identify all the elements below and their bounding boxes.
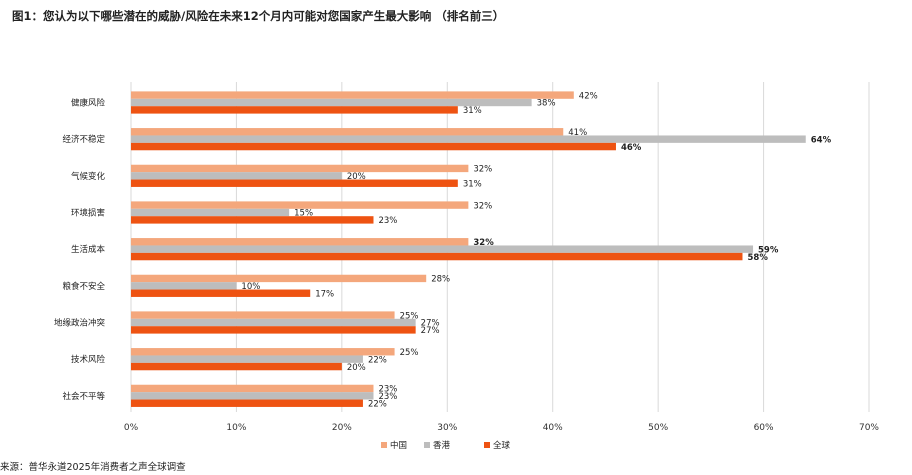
- data-label: 27%: [421, 319, 440, 329]
- data-label: 20%: [347, 172, 366, 182]
- bar-香港: [131, 208, 290, 217]
- x-tick-label: 70%: [859, 423, 879, 433]
- bar-香港: [131, 245, 754, 253]
- bar-香港: [131, 318, 416, 327]
- bar-中国: [131, 128, 564, 136]
- legend-label: 全球: [493, 440, 511, 451]
- data-label: 31%: [463, 106, 482, 116]
- bar-全球: [131, 179, 458, 187]
- data-label: 32%: [473, 165, 492, 175]
- data-label: 23%: [378, 216, 397, 226]
- category-label: 地缘政治冲突: [54, 318, 106, 329]
- bar-中国: [131, 201, 469, 209]
- x-tick-label: 20%: [332, 423, 352, 433]
- bar-香港: [131, 172, 342, 180]
- data-label: 31%: [463, 179, 482, 189]
- data-label: 22%: [368, 355, 387, 365]
- bar-香港: [131, 135, 806, 143]
- chart-title: 图1：您认为以下哪些潜在的威胁/风险在未来12个月内可能对您国家产生最大影响 （…: [12, 9, 505, 23]
- bar-中国: [131, 274, 427, 283]
- category-label: 气候变化: [71, 171, 106, 182]
- bars-layer: [131, 91, 806, 407]
- axis-layer: 0% 10% 20% 30% 40% 50% 60% 70% 健康风险经济不稳定气候变化环境损害…: [54, 98, 879, 434]
- bar-香港: [131, 355, 363, 363]
- data-label: 17%: [315, 289, 334, 299]
- category-label: 社会不平等: [62, 391, 105, 402]
- x-tick-label: 60%: [754, 423, 774, 433]
- bar-香港: [131, 282, 237, 290]
- bar-香港: [131, 392, 374, 400]
- bar-中国: [131, 384, 374, 393]
- data-label: 59%: [758, 245, 779, 255]
- bar-全球: [131, 399, 363, 407]
- data-label: 38%: [537, 99, 556, 109]
- bar-全球: [131, 142, 616, 151]
- legend: 中国 香港 全球: [381, 440, 511, 451]
- legend-swatch: [424, 442, 430, 448]
- category-label: 经济不稳定: [62, 134, 105, 145]
- data-label: 32%: [473, 201, 492, 211]
- bar-全球: [131, 252, 743, 261]
- bar-中国: [131, 91, 574, 99]
- data-label: 41%: [568, 128, 587, 138]
- legend-swatch: [381, 442, 387, 448]
- data-label: 10%: [241, 282, 260, 292]
- data-label: 20%: [347, 363, 366, 373]
- legend-swatch: [484, 442, 490, 448]
- labels-layer: 42% 38% 31% 41% 64% 46% 32% 20% 31% 32% 15% 23% 32% 5…: [241, 91, 831, 409]
- data-label: 64%: [811, 135, 832, 145]
- data-label: 25%: [400, 311, 419, 321]
- category-label: 生活成本: [71, 244, 106, 255]
- legend-label: 香港: [433, 440, 451, 451]
- data-label: 42%: [579, 91, 598, 101]
- bar-全球: [131, 362, 342, 371]
- bar-中国: [131, 348, 395, 356]
- x-tick-label: 50%: [648, 423, 668, 433]
- x-tick-label: 30%: [437, 423, 457, 433]
- data-label: 58%: [747, 253, 768, 263]
- bar-全球: [131, 326, 416, 334]
- source-note: 来源：普华永道2025年消费者之声全球调查: [0, 462, 186, 473]
- data-label: 28%: [431, 275, 450, 285]
- bar-中国: [131, 238, 469, 246]
- data-label: 32%: [473, 238, 494, 248]
- x-tick-label: 40%: [543, 423, 563, 433]
- bar-中国: [131, 311, 395, 319]
- category-label: 技术风险: [71, 354, 106, 365]
- bar-香港: [131, 98, 532, 107]
- legend-label: 中国: [390, 440, 407, 451]
- category-label: 健康风险: [71, 98, 106, 109]
- bar-中国: [131, 164, 469, 173]
- data-label: 27%: [421, 326, 440, 336]
- data-label: 46%: [621, 143, 642, 153]
- data-label: 23%: [378, 385, 397, 395]
- bar-全球: [131, 289, 311, 297]
- bar-全球: [131, 106, 458, 114]
- data-label: 25%: [400, 348, 419, 358]
- category-label: 环境损害: [71, 208, 105, 219]
- x-tick-label: 10%: [226, 423, 246, 433]
- category-label: 粮食不安全: [62, 281, 105, 292]
- x-tick-label: 0%: [124, 423, 139, 433]
- data-label: 22%: [368, 399, 387, 409]
- data-label: 15%: [294, 209, 313, 219]
- data-label: 23%: [378, 392, 397, 402]
- bar-全球: [131, 216, 374, 224]
